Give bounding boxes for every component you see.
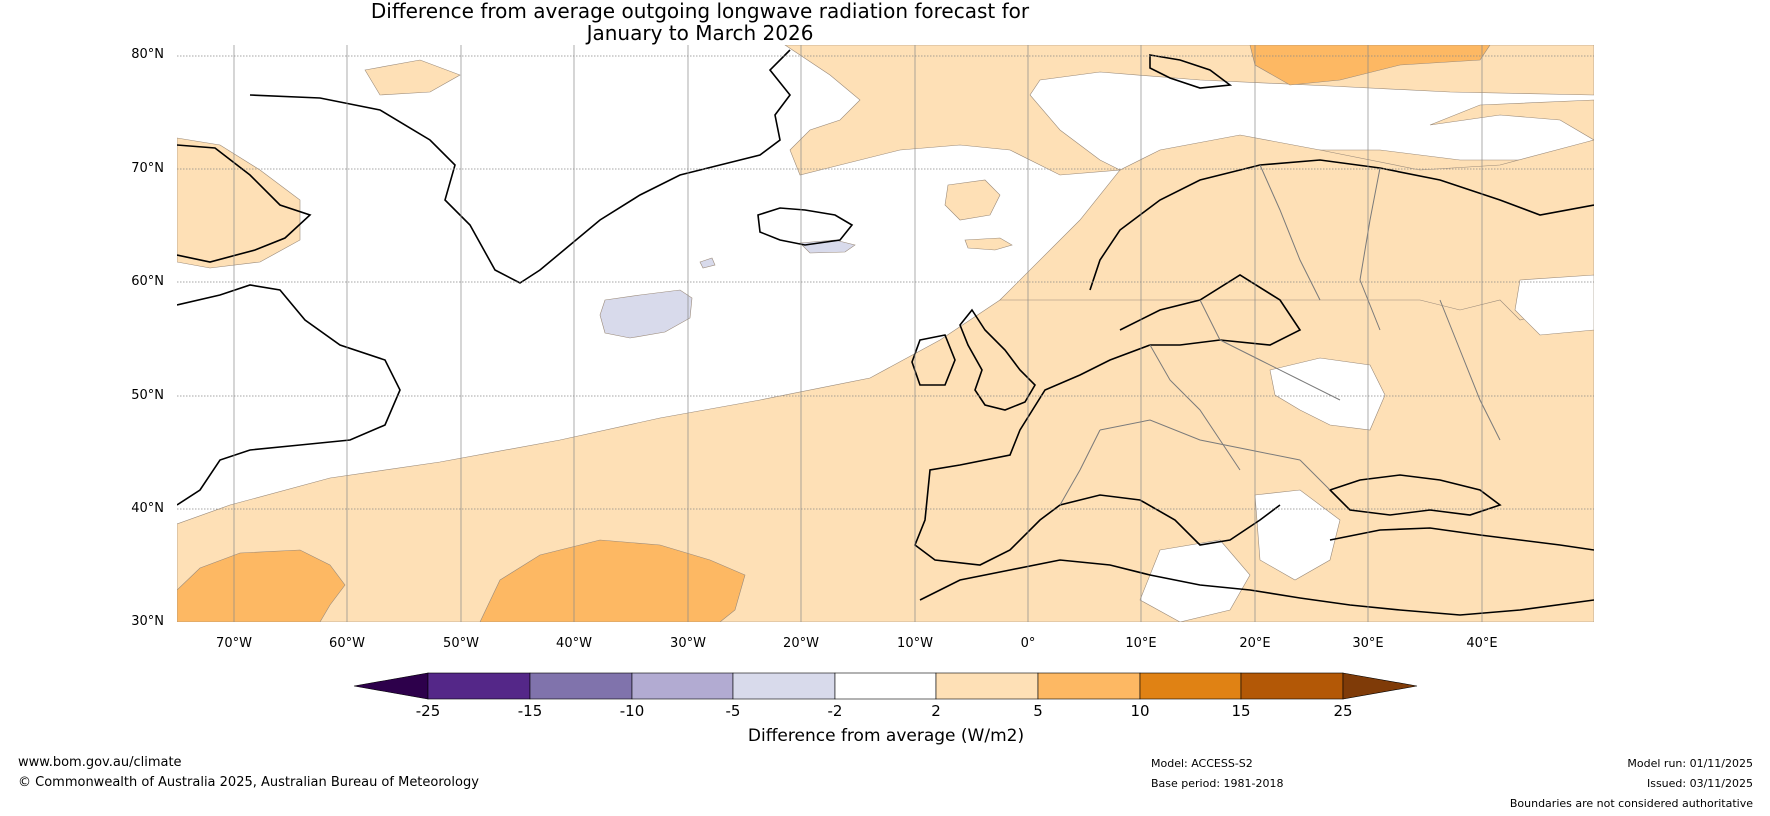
lon-label-40w: 40°W: [556, 636, 592, 651]
anomaly-region-5to10-west: [177, 549, 346, 622]
lat-label-30n: 30°N: [131, 614, 164, 629]
colorbar-bin-2: [529, 672, 633, 700]
colorbar-tick: -10: [619, 702, 645, 720]
footer-base-period: Base period: 1981-2018: [1151, 777, 1284, 790]
lon-label-60w: 60°W: [329, 636, 365, 651]
lon-label-10w: 10°W: [897, 636, 933, 651]
coastlines: [177, 49, 1594, 616]
country-borders: [1059, 164, 1501, 506]
near-average-hole-aegean: [1254, 489, 1341, 581]
map-area: [177, 45, 1594, 622]
coastline-baffin: [177, 144, 312, 263]
near-average-hole-east: [1514, 274, 1594, 336]
footer-copyright: © Commonwealth of Australia 2025, Austra…: [18, 775, 479, 790]
lon-label-50w: 50°W: [443, 636, 479, 651]
colorbar-tick: 10: [1130, 702, 1150, 720]
colorbar-tick: 25: [1333, 702, 1353, 720]
colorbar-tick: -25: [415, 702, 441, 720]
colorbar-bin-8: [1139, 672, 1242, 700]
colorbar-bin-5: [834, 672, 937, 700]
anomaly-patch-norwegian-sea: [944, 179, 1001, 221]
colorbar-tick: 2: [931, 702, 941, 720]
colorbar-tick: -15: [517, 702, 543, 720]
anomaly-region-5to10-arctic: [1249, 45, 1491, 86]
lat-label-70n: 70°N: [131, 161, 164, 176]
colorbar-extend-high: [1342, 672, 1418, 700]
anomaly-region-neg2to5-atlantic: [599, 289, 693, 339]
colorbar-bin-1: [427, 672, 531, 700]
anomaly-region-5to10-central: [479, 539, 746, 622]
colorbar-tick: 5: [1033, 702, 1043, 720]
lat-label-50n: 50°N: [131, 388, 164, 403]
lat-label-60n: 60°N: [131, 274, 164, 289]
coastline-iceland: [757, 207, 854, 246]
lon-label-0: 0°: [1020, 636, 1036, 651]
map-title: Difference from average outgoing longwav…: [0, 0, 1400, 44]
coastline-europe-west: [914, 344, 1281, 566]
colorbar-bin-9: [1240, 672, 1344, 700]
anomaly-patch-greenland-coast: [364, 59, 461, 96]
lon-label-10e: 10°E: [1125, 636, 1157, 651]
title-line-1: Difference from average outgoing longwav…: [370, 0, 1030, 23]
colorbar-bin-3: [631, 672, 734, 700]
coastline-turkey: [1329, 527, 1594, 551]
coastline-ireland: [911, 334, 956, 386]
footer-model: Model: ACCESS-S2: [1151, 757, 1253, 770]
title-line-2: January to March 2026: [586, 21, 814, 45]
coastline-black-sea: [1328, 474, 1502, 516]
coastline-scandinavia: [1089, 159, 1594, 291]
lon-label-40e: 40°E: [1466, 636, 1498, 651]
lat-label-40n: 40°N: [131, 501, 164, 516]
anomaly-region-2to5-ne: [1429, 99, 1594, 141]
near-average-hole-med: [1139, 539, 1251, 622]
colorbar-label: Difference from average (W/m2): [747, 726, 1025, 746]
coastline-britain: [959, 308, 1037, 411]
footer-issued: Issued: 03/11/2025: [1646, 777, 1753, 790]
coastline-north-africa: [919, 559, 1594, 616]
anomaly-region-neg2to5-small: [699, 257, 716, 269]
footer-website: www.bom.gov.au/climate: [18, 755, 182, 770]
footer-disclaimer: Boundaries are not considered authoritat…: [1509, 797, 1753, 810]
lon-label-20w: 20°W: [783, 636, 819, 651]
colorbar-bin-7: [1037, 672, 1141, 700]
coastline-baltic: [1119, 274, 1302, 346]
colorbar-bin-4: [732, 672, 836, 700]
colorbar-bin-6: [935, 672, 1039, 700]
anomaly-patch-iceland-south: [964, 237, 1013, 251]
anomaly-patch-baffin: [177, 137, 301, 269]
colorbar-tick: 15: [1231, 702, 1251, 720]
anomaly-region-2to5-arctic: [784, 45, 1594, 176]
colorbar-extend-low: [353, 672, 429, 700]
coastline-svalbard: [1149, 54, 1233, 89]
coastline-labrador: [177, 284, 401, 506]
lon-label-30w: 30°W: [670, 636, 706, 651]
lat-label-80n: 80°N: [131, 47, 164, 62]
colorbar-tick: -5: [725, 702, 741, 720]
lon-label-20e: 20°E: [1239, 636, 1271, 651]
lon-label-70w: 70°W: [216, 636, 252, 651]
coastline-greenland: [249, 49, 792, 284]
lon-label-30e: 30°E: [1352, 636, 1384, 651]
graticule: [177, 45, 1594, 622]
colorbar: [353, 672, 1418, 700]
footer-model-run: Model run: 01/11/2025: [1627, 757, 1753, 770]
colorbar-tick: -2: [827, 702, 843, 720]
